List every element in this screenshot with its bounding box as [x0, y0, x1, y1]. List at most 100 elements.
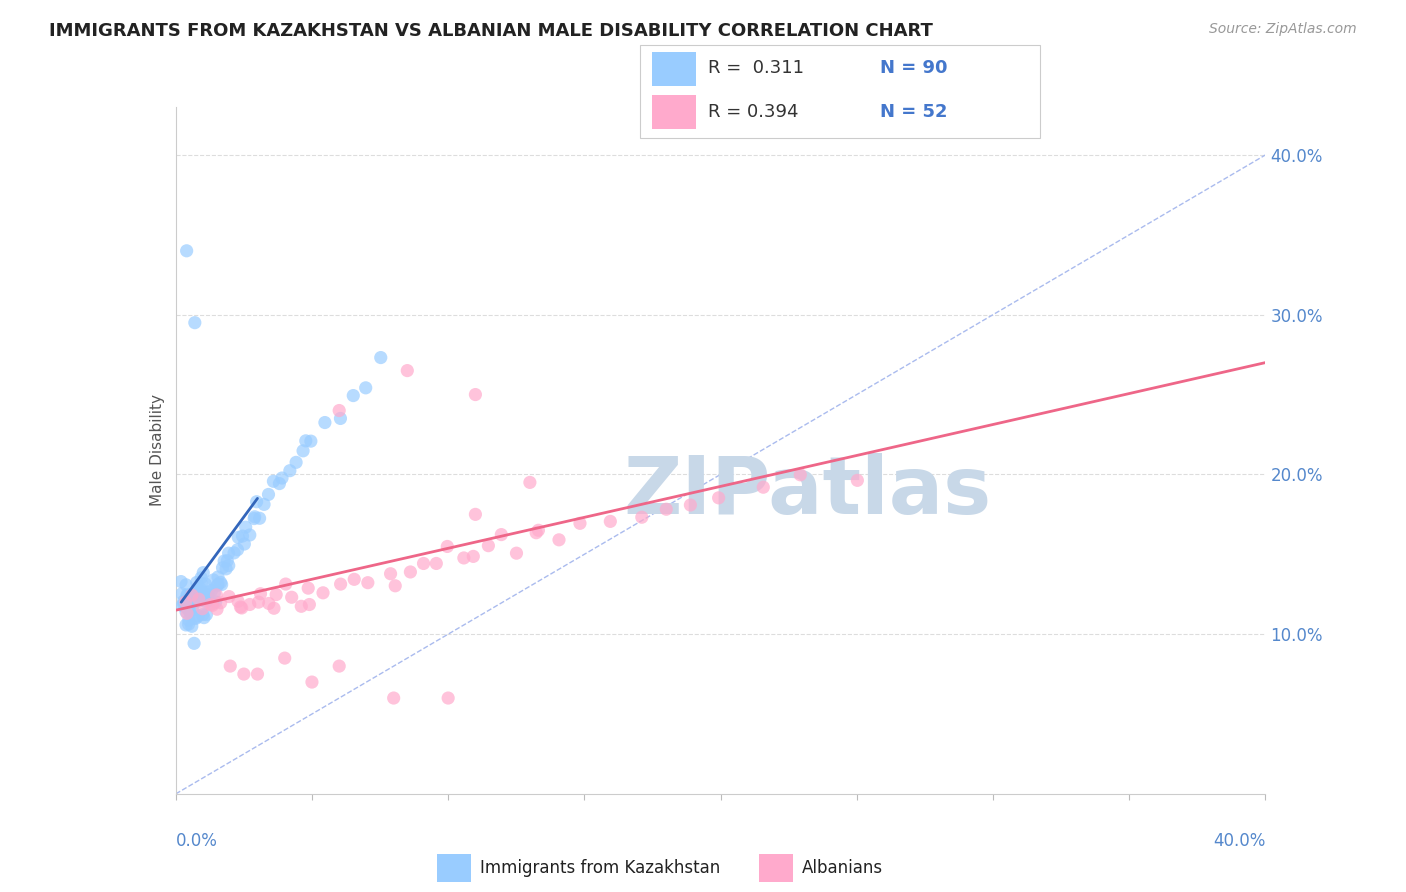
- Point: [191, 607, 214, 622]
- Point: [301, 675, 323, 690]
- Point: [174, 595, 197, 609]
- Point: [232, 667, 254, 681]
- Point: [299, 434, 322, 449]
- Point: [464, 508, 486, 522]
- Point: [184, 611, 207, 625]
- Point: [180, 619, 202, 633]
- Point: [707, 491, 730, 505]
- Point: [524, 525, 547, 540]
- Point: [679, 498, 702, 512]
- Point: [262, 475, 284, 489]
- Point: [177, 613, 200, 627]
- Point: [599, 515, 621, 529]
- Point: [285, 455, 308, 469]
- Point: [205, 602, 228, 616]
- Point: [190, 576, 212, 591]
- Point: [207, 578, 229, 592]
- Point: [269, 476, 291, 491]
- Point: [257, 597, 280, 611]
- Point: [218, 590, 240, 604]
- Point: [354, 381, 377, 395]
- Point: [343, 572, 366, 586]
- Point: [176, 602, 198, 616]
- Point: [217, 553, 239, 567]
- Point: [463, 549, 485, 564]
- Point: [204, 595, 226, 609]
- Point: [174, 595, 197, 609]
- Text: ZIPatlas: ZIPatlas: [624, 452, 991, 531]
- Point: [195, 607, 218, 622]
- Point: [239, 598, 262, 612]
- Point: [212, 554, 235, 568]
- Point: [211, 560, 233, 574]
- Point: [194, 592, 217, 607]
- Text: Immigrants from Kazakhstan: Immigrants from Kazakhstan: [481, 859, 720, 877]
- Point: [231, 601, 253, 615]
- Point: [201, 583, 224, 598]
- Point: [274, 651, 297, 665]
- FancyBboxPatch shape: [437, 854, 471, 882]
- Point: [246, 667, 269, 681]
- Text: Source: ZipAtlas.com: Source: ZipAtlas.com: [1209, 22, 1357, 37]
- Text: N = 90: N = 90: [880, 60, 948, 78]
- Point: [184, 316, 207, 330]
- Point: [177, 617, 200, 632]
- Point: [209, 596, 232, 610]
- Point: [179, 605, 201, 619]
- Point: [226, 594, 249, 608]
- Point: [201, 597, 224, 611]
- Point: [183, 596, 205, 610]
- Point: [197, 588, 219, 602]
- Point: [205, 588, 228, 602]
- Point: [328, 403, 350, 417]
- Point: [191, 601, 214, 615]
- Point: [412, 557, 434, 571]
- Point: [382, 691, 405, 706]
- Point: [297, 581, 319, 595]
- Point: [173, 597, 195, 611]
- Point: [278, 464, 301, 478]
- Point: [655, 502, 678, 516]
- Point: [215, 562, 238, 576]
- Point: [193, 566, 215, 580]
- Point: [197, 585, 219, 599]
- Point: [527, 523, 550, 537]
- Point: [184, 586, 207, 600]
- Point: [187, 608, 209, 623]
- Point: [181, 591, 204, 606]
- Point: [170, 574, 193, 589]
- Point: [243, 509, 266, 524]
- Point: [190, 571, 212, 585]
- Text: IMMIGRANTS FROM KAZAKHSTAN VS ALBANIAN MALE DISABILITY CORRELATION CHART: IMMIGRANTS FROM KAZAKHSTAN VS ALBANIAN M…: [49, 22, 934, 40]
- Point: [218, 546, 240, 560]
- Point: [249, 587, 271, 601]
- Point: [190, 584, 212, 599]
- Point: [425, 557, 447, 571]
- Point: [290, 599, 312, 614]
- Point: [464, 387, 486, 401]
- Point: [329, 577, 352, 591]
- Point: [207, 577, 229, 591]
- Text: 0.0%: 0.0%: [176, 831, 218, 850]
- Point: [176, 244, 198, 258]
- Point: [174, 578, 197, 592]
- Point: [233, 537, 256, 551]
- Point: [187, 594, 209, 608]
- Point: [176, 588, 198, 602]
- Point: [211, 577, 233, 591]
- Point: [229, 599, 252, 614]
- Point: [188, 582, 211, 596]
- Point: [453, 550, 475, 565]
- Point: [201, 599, 224, 613]
- FancyBboxPatch shape: [759, 854, 793, 882]
- Point: [172, 599, 194, 613]
- Y-axis label: Male Disability: Male Disability: [149, 394, 165, 507]
- Point: [312, 586, 335, 600]
- Point: [183, 636, 205, 650]
- Point: [329, 411, 352, 425]
- Point: [176, 607, 198, 621]
- Point: [219, 659, 242, 673]
- Point: [548, 533, 571, 547]
- Point: [294, 434, 316, 448]
- FancyBboxPatch shape: [652, 52, 696, 86]
